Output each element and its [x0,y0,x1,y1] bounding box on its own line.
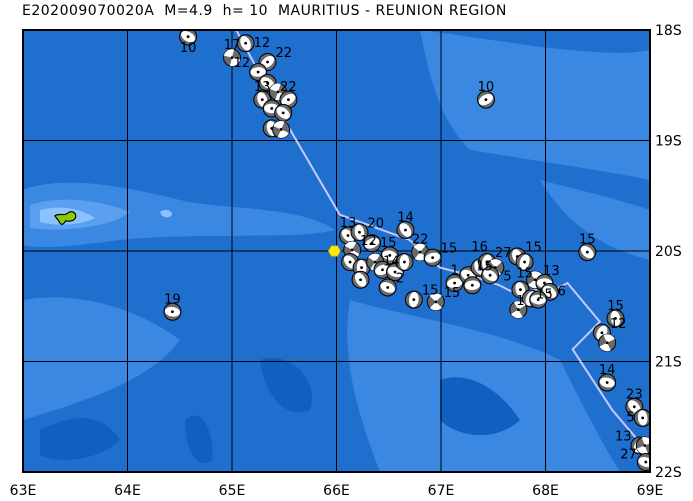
focal-mechanism-beachball[interactable] [236,34,255,53]
depth-label: 22 [276,46,293,61]
focal-mechanism-beachball[interactable] [423,248,442,267]
depth-label: 13 [543,264,560,279]
depth-label: 6 [558,284,566,299]
focal-mechanism-beachball[interactable] [395,253,414,272]
focal-mechanism-beachball[interactable] [408,240,432,264]
focal-mechanism-beachball[interactable] [179,28,198,46]
depth-label: 10 [478,80,495,95]
depth-label: 1 [516,294,524,309]
map-title: E202009070020A M=4.9 h= 10 MAURITIUS - R… [22,3,507,19]
lon-tick-label: 64E [114,483,141,499]
focal-mechanism-beachball[interactable] [279,90,298,109]
focal-mechanism-beachball[interactable] [380,246,399,265]
bathymetry [23,30,650,472]
rodrigues-island [53,211,77,225]
focal-mechanism-beachball[interactable] [270,118,292,140]
depth-label: 12 [254,36,271,51]
depth-label: 10 [180,41,197,56]
depth-label: 5 [626,410,634,425]
depth-label: 16 [471,240,488,255]
depth-label: 20 [367,216,384,231]
focal-mechanism-beachball[interactable] [578,243,597,262]
depth-label: 15 [380,236,397,251]
depth-label: 22 [280,80,297,95]
focal-mechanism-beachball[interactable] [424,290,448,314]
depth-label: 5 [503,270,511,285]
focal-mechanism-beachball[interactable] [378,278,397,297]
focal-mechanism-beachball[interactable] [363,234,382,253]
lat-tick-label: 18S [655,23,682,39]
focal-mechanism-beachball[interactable] [535,274,554,293]
focal-mechanism-beachball[interactable] [511,280,530,299]
focal-mechanism-beachball[interactable] [351,270,370,289]
depth-label: 15 [476,259,493,274]
focal-mechanism-beachball[interactable] [596,331,619,354]
depth-label: 17 [224,38,241,53]
depth-label: 12 [360,234,377,249]
lat-tick-label: 21S [655,355,682,371]
focal-mechanism-beachball[interactable] [258,74,277,93]
focal-mechanism-beachball[interactable] [515,253,534,272]
lon-tick-label: 66E [323,483,350,499]
depth-label: 12 [610,317,627,332]
depth-label: 19 [164,292,181,307]
lon-tick-label: 67E [428,483,455,499]
focal-mechanism-beachball[interactable] [481,266,500,285]
depth-label: 15 [536,288,553,303]
focal-mechanism-beachball[interactable] [445,274,464,293]
depth-label: 13 [615,430,632,445]
depth-label: 2 [396,272,404,287]
focal-mechanism-beachball[interactable] [598,373,617,392]
depth-label: 14 [397,211,414,226]
depth-label: 14 [599,363,616,378]
focal-mechanism-beachball[interactable] [633,408,651,427]
focal-mechanism-beachball[interactable] [222,47,243,68]
depth-label: 15 [579,233,596,248]
focal-mechanism-beachball[interactable] [163,302,182,321]
map-frame [22,29,651,473]
lon-tick-label: 63E [10,483,37,499]
depth-label: 13 [340,216,357,231]
focal-mechanism-beachball[interactable] [529,290,548,309]
focal-mechanism-beachball[interactable] [350,223,369,242]
lon-tick-label: 68E [532,483,559,499]
depth-label: 23 [626,387,643,402]
depth-label: 15 [444,286,461,301]
depth-label: 1 [450,264,458,279]
focal-mechanism-beachball[interactable] [476,90,495,109]
focal-mechanism-beachball[interactable] [404,290,423,309]
focal-mechanism-beachball[interactable] [636,453,654,472]
depth-label: 15 [516,267,533,282]
focal-mechanism-beachball[interactable] [606,309,625,328]
depth-label: 12 [234,56,251,71]
epicenter-hexagon-icon [327,245,341,257]
lon-tick-label: 65E [219,483,246,499]
lon-tick-label: 69E [637,483,664,499]
depth-label: 27 [495,246,512,261]
plate-boundary-line [235,30,641,443]
focal-mechanism-beachball[interactable] [463,276,482,295]
focal-mechanism-beachball[interactable] [396,221,415,240]
focal-mechanisms [163,28,654,472]
depth-label: 22 [412,233,429,248]
lat-tick-label: 20S [655,244,682,260]
depth-label: 15 [525,241,542,256]
depth-label: 27 [620,448,637,463]
depth-label: 15 [607,299,624,314]
focal-mechanism-beachball[interactable] [507,298,530,321]
focal-mechanism-beachball[interactable] [274,103,293,122]
lat-tick-label: 19S [655,134,682,150]
depth-label: 13 [254,80,271,95]
axis-labels: 63E 64E 65E 66E 67E 68E 69E 18S 19S 20S 21S 22S [10,23,682,499]
lat-tick-label: 22S [655,465,682,481]
depth-label: 14 [383,255,400,270]
focal-mechanism-beachball[interactable] [338,226,357,245]
depth-label: 15 [441,242,458,257]
depth-label: 15 [422,284,439,299]
